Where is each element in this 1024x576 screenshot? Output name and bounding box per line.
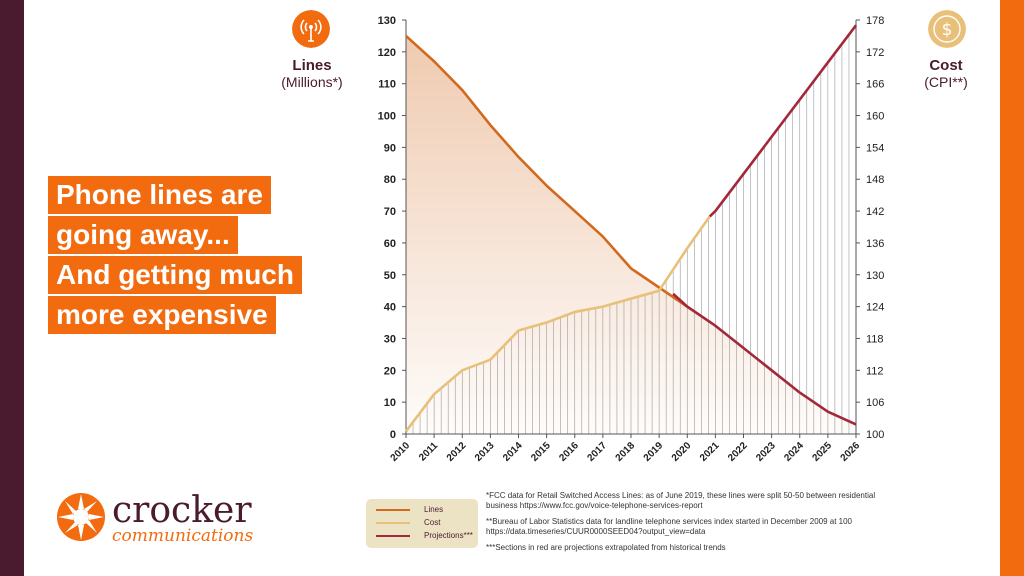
headline-line: going away... [48,216,238,254]
left-tick-label: 30 [384,333,396,345]
left-tick-label: 40 [384,302,396,314]
footnote: **Bureau of Labor Statistics data for la… [486,517,852,536]
left-axis-subtitle: (Millions*) [281,74,343,90]
headline-line: And getting much [48,256,302,294]
x-tick-label: 2018 [614,440,638,464]
lines-series [405,34,688,308]
left-tick-label: 60 [384,238,396,250]
left-tick-label: 100 [378,111,396,123]
x-tick-label: 2025 [810,440,834,464]
x-tick-label: 2011 [417,440,440,463]
dollar-icon: $ [928,10,966,48]
headline-line: more expensive [48,296,276,334]
right-tick-label: 106 [866,397,884,409]
legend-label: Projections*** [424,531,473,540]
legend-swatch [376,509,410,511]
x-tick-label: 2020 [670,440,694,464]
right-tick-label: 172 [866,47,884,59]
legend-label: Lines [424,505,444,514]
right-tick-label: 118 [866,333,884,345]
left-tick-label: 120 [378,47,396,59]
x-tick-label: 2015 [529,440,553,464]
left-tick-label: 90 [384,142,396,154]
legend-item: Cost [376,517,476,529]
headline-line: Phone lines are [48,176,271,214]
cost-series [404,215,711,433]
right-axis-subtitle: (CPI**) [924,74,968,90]
legend-item: Lines [376,504,476,516]
footnote: ***Sections in red are projections extra… [486,543,726,552]
x-tick-label: 2014 [501,440,525,464]
right-tick-label: 142 [866,206,884,218]
right-tick-label: 112 [866,365,884,377]
left-accent-bar [0,0,24,576]
right-tick-label: 148 [866,174,884,186]
right-tick-label: 130 [866,270,884,282]
right-tick-label: 124 [866,302,884,314]
x-tick-label: 2012 [445,440,469,464]
left-axis-title: Lines (Millions*) [266,57,358,90]
x-tick-label: 2016 [557,440,581,464]
logo-tagline: communications [112,526,254,546]
x-tick-label: 2021 [698,440,722,464]
left-tick-label: 70 [384,206,396,218]
x-tick-label: 2026 [839,440,863,464]
left-tick-label: 80 [384,174,396,186]
legend-swatch [376,535,410,537]
right-tick-label: 160 [866,111,884,123]
left-tick-label: 0 [390,429,396,441]
legend-item: Projections*** [376,530,476,542]
right-tick-label: 178 [866,15,884,27]
x-tick-label: 2023 [754,440,778,464]
right-tick-label: 100 [866,429,884,441]
left-tick-label: 20 [384,365,396,377]
footnote: *FCC data for Retail Switched Access Lin… [486,491,876,510]
antenna-icon [292,10,330,48]
right-axis-title-text: Cost [929,57,963,74]
x-tick-label: 2024 [782,440,806,464]
left-tick-label: 10 [384,397,396,409]
left-tick-label: 110 [378,79,396,91]
x-tick-label: 2022 [726,440,750,464]
footnotes: *FCC data for Retail Switched Access Lin… [486,491,906,559]
right-accent-bar [1000,0,1024,576]
x-tick-label: 2013 [473,440,497,464]
right-tick-label: 154 [866,142,884,154]
left-tick-label: 130 [378,15,396,27]
right-tick-label: 136 [866,238,884,250]
cost-projection-series [708,24,858,218]
chart-legend: Lines Cost Projections*** [366,499,478,548]
left-tick-label: 50 [384,270,396,282]
left-axis-title-text: Lines [292,57,332,74]
x-tick-label: 2010 [389,440,413,464]
right-tick-label: 166 [866,79,884,91]
x-tick-label: 2017 [585,440,609,464]
legend-swatch [376,522,410,524]
logo-name: crocker [112,490,252,531]
lines-projection-series [672,292,857,426]
starburst-logo-icon [57,493,105,541]
right-axis-title: Cost (CPI**) [906,57,986,90]
headline: Phone lines are going away... And gettin… [48,176,302,336]
line-chart: 0 10 20 30 40 50 60 70 80 90 100 110 120 130 100 106 112… [378,15,885,464]
x-tick-label: 2019 [642,440,666,464]
legend-label: Cost [424,518,441,527]
svg-text:$: $ [942,20,953,40]
